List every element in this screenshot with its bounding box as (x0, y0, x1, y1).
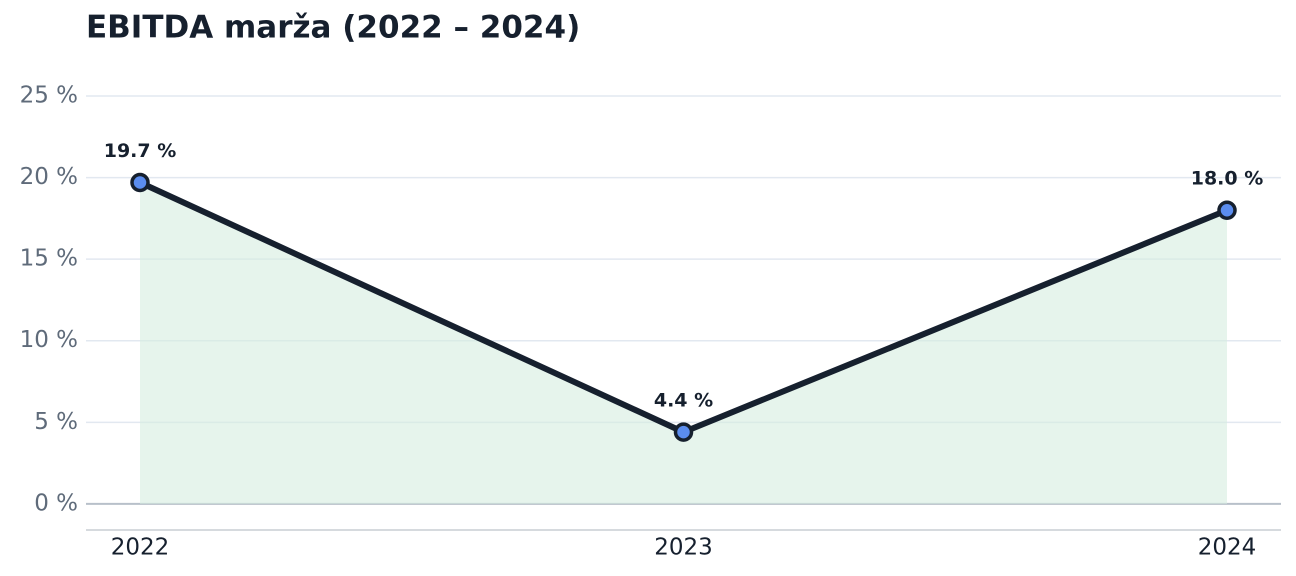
x-tick-label: 2024 (1198, 535, 1257, 561)
x-tick-label: 2022 (111, 535, 170, 561)
value-label: 4.4 % (654, 390, 713, 412)
marker (130, 172, 150, 193)
y-tick-label: 0 % (34, 490, 78, 516)
y-tick-label: 20 % (20, 164, 78, 190)
y-tick-label: 5 % (34, 409, 78, 435)
area (140, 182, 1227, 504)
value-label: 18.0 % (1191, 168, 1264, 190)
marker (673, 422, 694, 442)
y-tick-label: 25 % (20, 83, 78, 109)
x-tick-label: 2023 (654, 535, 713, 561)
value-label: 19.7 % (104, 140, 177, 162)
marker (1217, 200, 1237, 220)
chart-title: EBITDA marža (2022 – 2024) (86, 10, 580, 46)
y-tick-label: 10 % (20, 327, 78, 353)
y-tick-label: 15 % (20, 246, 78, 272)
